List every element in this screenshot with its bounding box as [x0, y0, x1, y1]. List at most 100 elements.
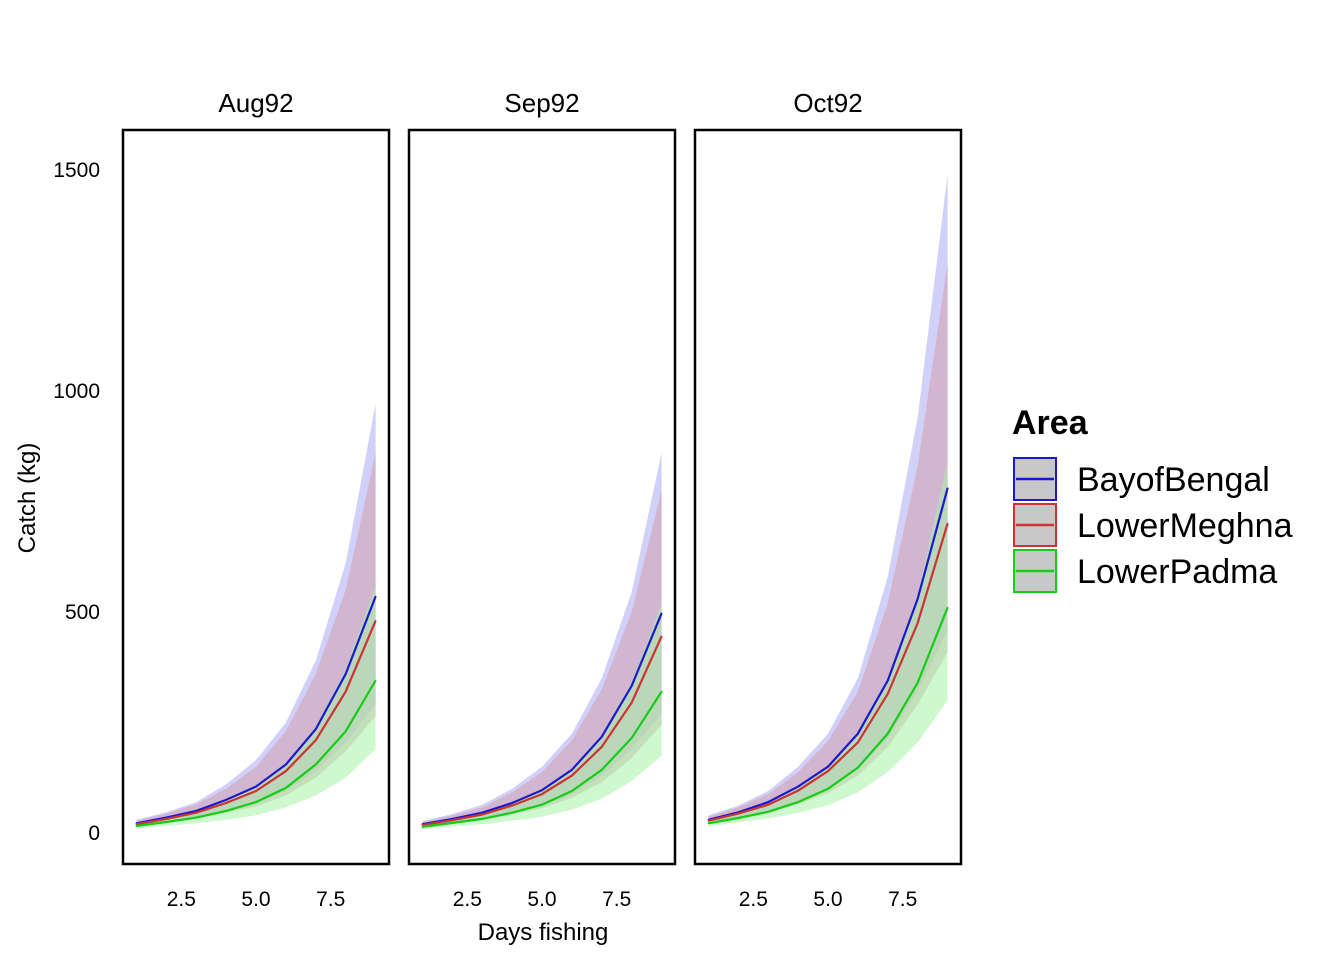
data-point-lowerpadma — [255, 801, 257, 803]
panel-border — [121, 128, 391, 866]
data-point-lowerpadma — [225, 810, 227, 812]
panel-aug92: Aug92 2.5 5.0 7.5 — [121, 88, 391, 911]
data-point-lowermeghna — [135, 823, 138, 825]
data-point-bayofbengal — [374, 595, 377, 598]
data-point-bayofbengal — [511, 802, 513, 804]
x-tick-label: 5.0 — [241, 888, 270, 911]
y-axis: 0 500 1000 1500 — [53, 159, 100, 845]
legend-label: LowerPadma — [1077, 553, 1277, 591]
panel-sep92: Sep92 2.5 5.0 7.5 — [407, 88, 677, 911]
x-tick-label: 7.5 — [602, 888, 631, 911]
data-point-lowerpadma — [451, 822, 454, 824]
data-point-bayofbengal — [344, 673, 347, 675]
ribbon-lowerpadma — [422, 603, 662, 830]
data-point-bayofbengal — [767, 801, 769, 803]
data-point-lowermeghna — [767, 803, 769, 806]
data-point-lowermeghna — [195, 811, 197, 814]
panel-oct92: Oct92 2.5 5.0 7.5 — [693, 88, 963, 911]
y-tick-label: 500 — [65, 601, 100, 624]
data-point-lowermeghna — [421, 824, 424, 826]
data-point-lowermeghna — [344, 690, 347, 693]
x-tick-label: 5.0 — [527, 888, 556, 911]
data-point-lowerpadma — [374, 679, 377, 682]
data-point-lowermeghna — [916, 622, 919, 624]
data-point-bayofbengal — [660, 612, 663, 615]
data-point-bayofbengal — [857, 732, 859, 735]
data-point-lowermeghna — [797, 789, 799, 792]
x-tick-label: 2.5 — [739, 888, 768, 911]
data-point-lowermeghna — [737, 812, 740, 815]
data-point-lowermeghna — [285, 770, 287, 772]
data-point-lowerpadma — [511, 811, 513, 814]
legend-label: LowerMeghna — [1077, 507, 1293, 545]
data-point-lowerpadma — [887, 732, 889, 735]
data-point-bayofbengal — [797, 785, 799, 788]
ribbon-lowerpadma — [136, 585, 376, 829]
legend-item-bayofbengal: BayofBengal — [1013, 457, 1270, 501]
data-point-bayofbengal — [285, 763, 287, 766]
data-point-lowermeghna — [374, 620, 377, 622]
legend-item-lowerpadma: LowerPadma — [1013, 549, 1277, 593]
data-point-lowermeghna — [946, 522, 949, 525]
panels-layer: Aug92 2.5 5.0 7.5 Sep92 2.5 5.0 7.5 Oct92 2.5 5.0 7… — [121, 88, 963, 911]
panel-strip-label: Sep92 — [504, 88, 579, 118]
data-point-lowermeghna — [225, 802, 227, 804]
data-point-lowerpadma — [195, 816, 197, 819]
legend: Area BayofBengal LowerMeghna LowerPadma — [1012, 404, 1293, 593]
data-point-lowerpadma — [421, 826, 424, 828]
x-tick-label: 7.5 — [888, 888, 917, 911]
y-tick-label: 0 — [88, 822, 100, 845]
data-point-lowerpadma — [315, 763, 317, 766]
data-point-lowerpadma — [481, 818, 484, 820]
data-point-bayofbengal — [541, 789, 543, 791]
data-point-bayofbengal — [571, 769, 573, 771]
data-point-bayofbengal — [887, 679, 889, 682]
data-point-lowermeghna — [601, 746, 603, 748]
data-point-lowerpadma — [541, 803, 543, 806]
data-point-lowermeghna — [827, 770, 829, 772]
data-point-bayofbengal — [195, 810, 197, 812]
data-point-lowermeghna — [315, 739, 317, 741]
data-point-lowermeghna — [541, 793, 543, 795]
data-point-bayofbengal — [630, 685, 633, 687]
x-tick-label: 5.0 — [813, 888, 842, 911]
data-point-lowerpadma — [601, 769, 603, 771]
y-axis-title: Catch (kg) — [14, 443, 41, 554]
x-tick-label: 2.5 — [167, 888, 196, 911]
data-point-bayofbengal — [255, 785, 257, 788]
data-point-lowerpadma — [767, 811, 769, 813]
legend-title: Area — [1012, 404, 1089, 442]
data-point-lowerpadma — [630, 737, 633, 739]
panel-border — [693, 128, 963, 866]
y-tick-label: 1000 — [53, 380, 100, 403]
data-point-lowermeghna — [511, 804, 513, 807]
data-point-bayofbengal — [916, 597, 919, 600]
x-tick-label: 7.5 — [316, 888, 345, 911]
data-point-bayofbengal — [481, 811, 484, 814]
panel-border — [407, 128, 677, 866]
data-point-bayofbengal — [827, 765, 829, 768]
data-point-lowermeghna — [481, 813, 484, 816]
legend-item-lowermeghna: LowerMeghna — [1013, 503, 1293, 547]
data-point-lowerpadma — [916, 681, 919, 684]
data-point-lowermeghna — [451, 819, 454, 821]
data-point-lowermeghna — [571, 774, 573, 777]
data-point-lowermeghna — [165, 818, 168, 820]
data-point-bayofbengal — [225, 799, 227, 801]
panel-strip-label: Oct92 — [793, 88, 862, 118]
data-point-lowerpadma — [857, 766, 859, 769]
data-point-lowerpadma — [135, 825, 138, 827]
x-tick-label: 2.5 — [453, 888, 482, 911]
data-point-lowerpadma — [285, 787, 287, 789]
y-tick-label: 1500 — [53, 159, 100, 182]
data-point-lowerpadma — [571, 790, 573, 792]
data-point-lowerpadma — [344, 730, 347, 733]
data-point-lowermeghna — [857, 741, 859, 744]
data-point-lowermeghna — [660, 635, 663, 638]
panel-strip-label: Aug92 — [218, 88, 293, 118]
data-point-lowermeghna — [255, 790, 257, 792]
data-point-lowermeghna — [887, 693, 889, 695]
data-point-lowermeghna — [630, 701, 633, 704]
data-point-lowerpadma — [797, 801, 799, 803]
